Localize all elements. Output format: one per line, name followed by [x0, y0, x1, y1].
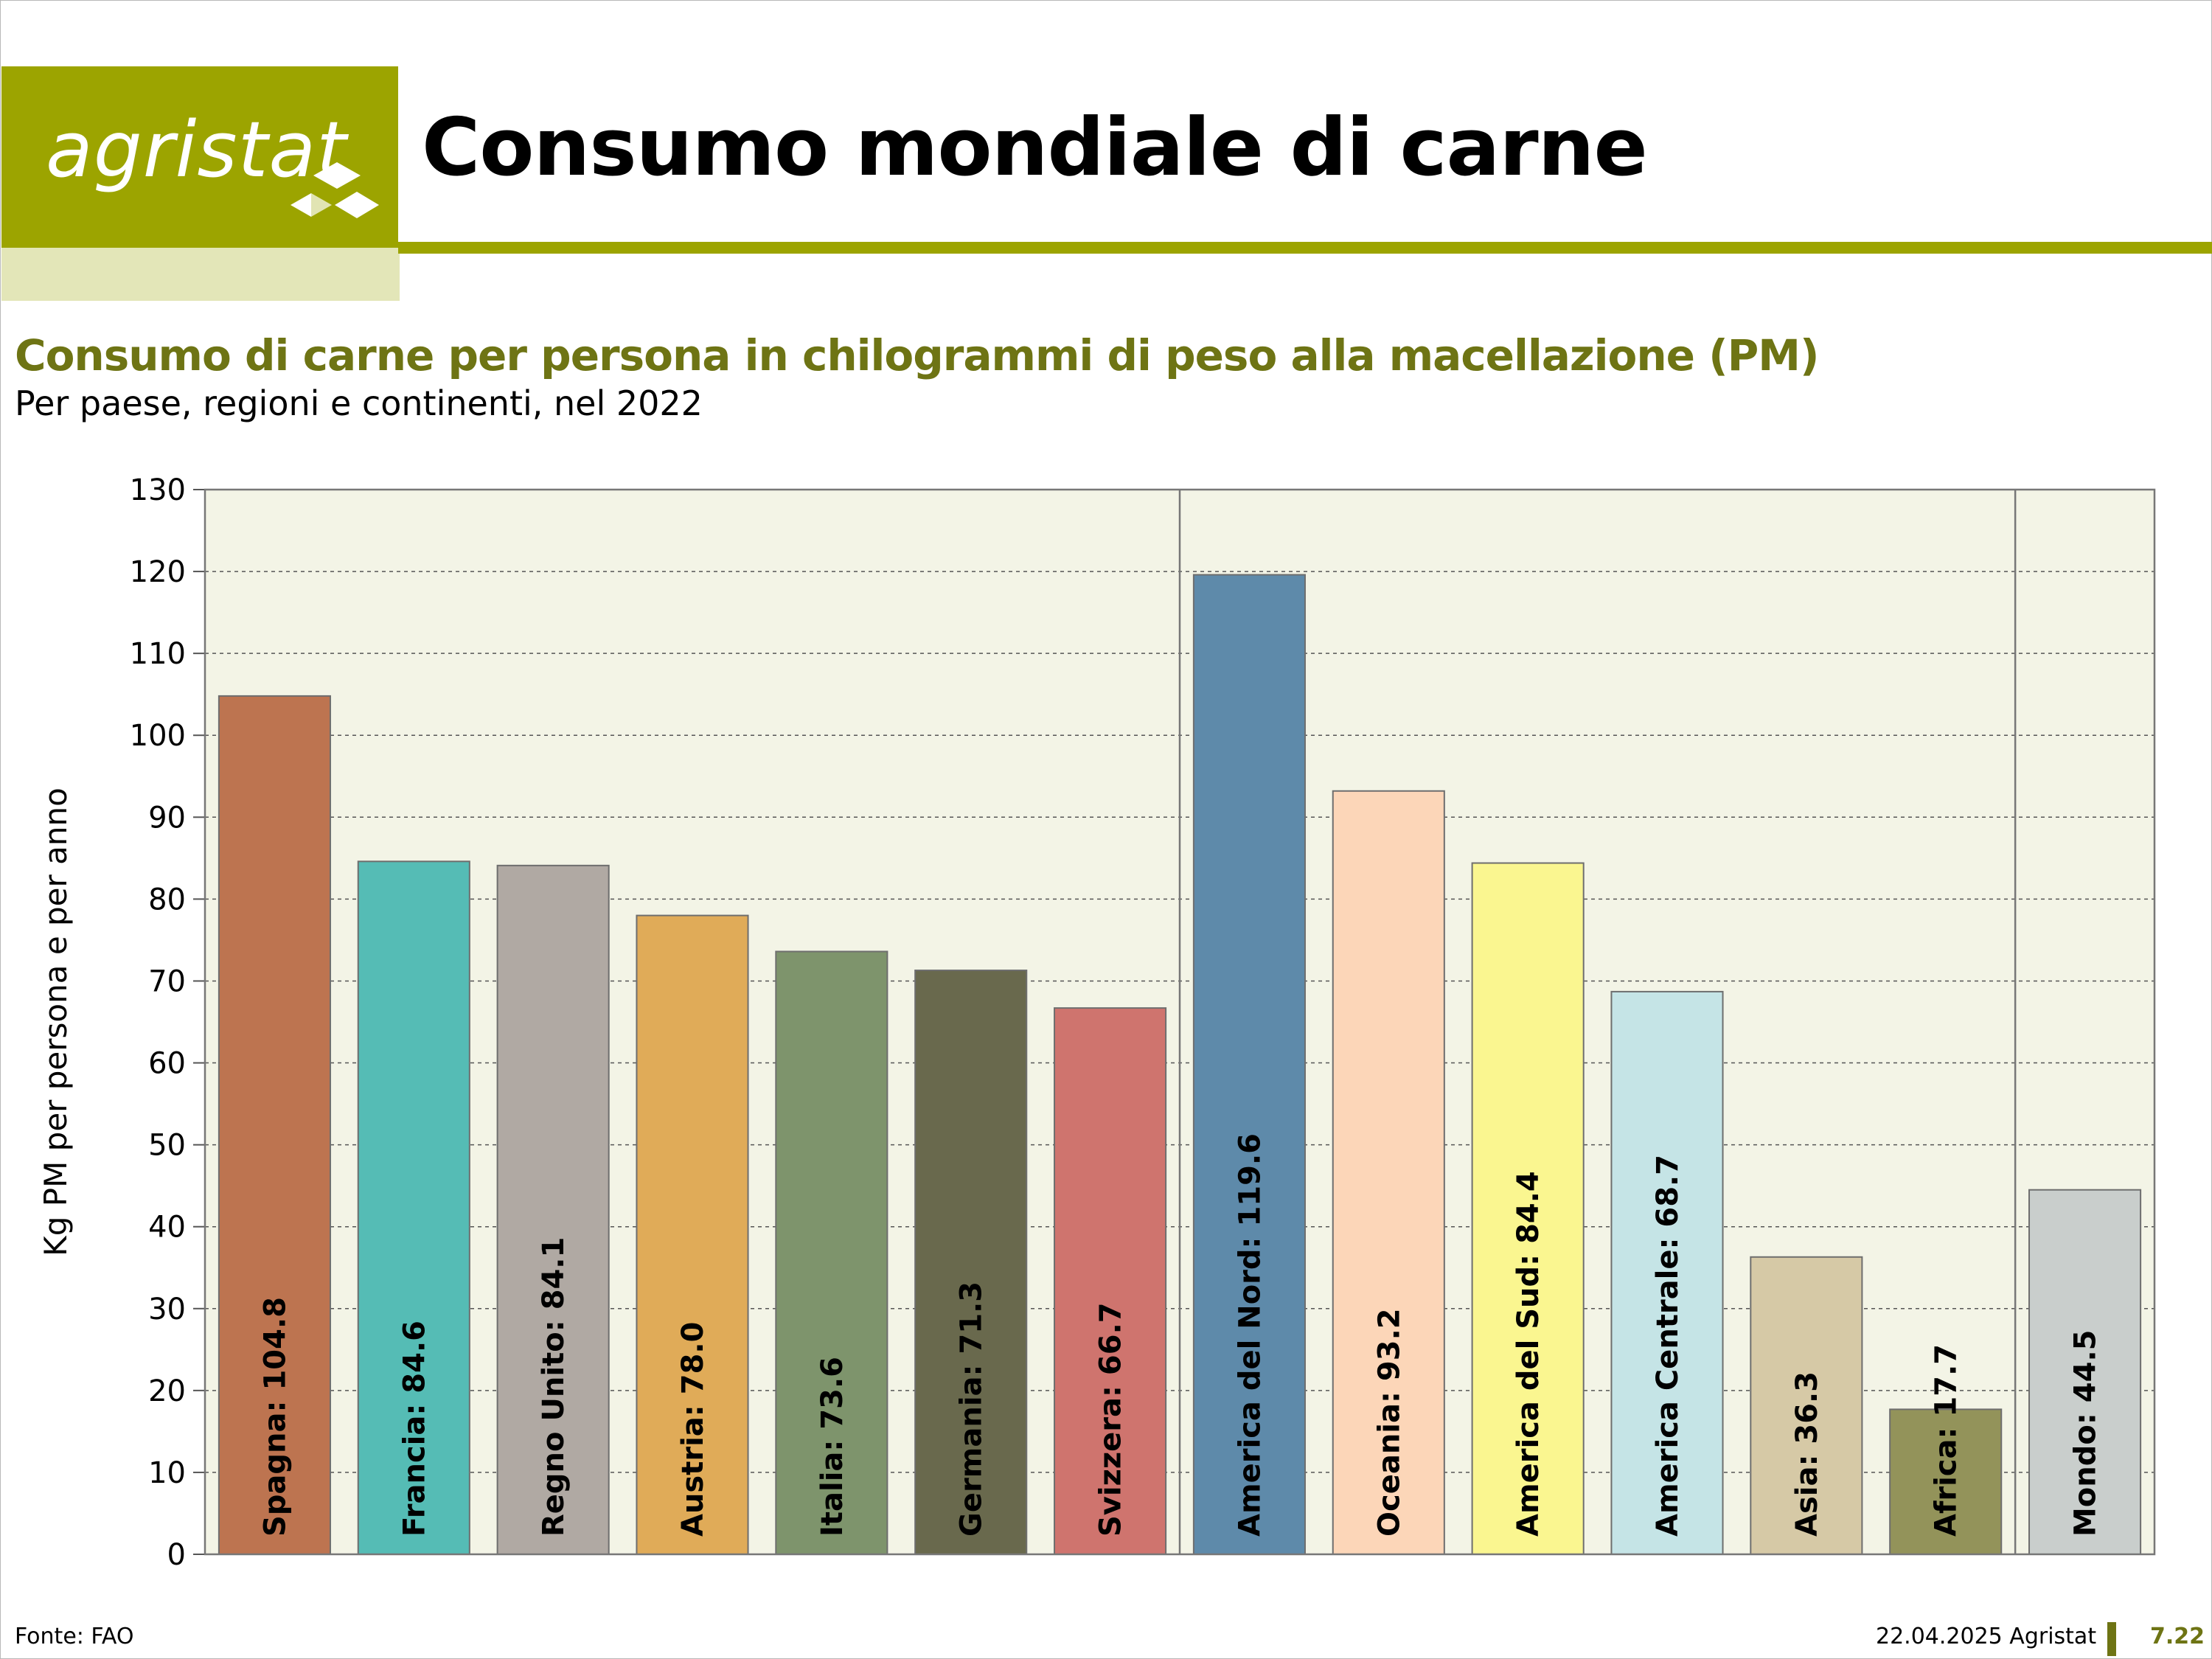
bar-data-label: Oceania: 93.2 [1372, 1308, 1406, 1537]
footer-date: 22.04.2025 Agristat [1876, 1624, 2097, 1649]
bar [2028, 1189, 2142, 1555]
chart-subtitle: Per paese, regioni e continenti, nel 202… [15, 383, 703, 423]
logo-strip [1, 248, 400, 301]
y-tick-label: 80 [148, 883, 186, 917]
y-tick-label: 70 [148, 964, 186, 998]
y-tick-label: 50 [148, 1129, 186, 1163]
bar-data-label: Africa: 17.7 [1930, 1344, 1964, 1537]
logo-diamond-icon [291, 162, 379, 218]
bar [636, 914, 749, 1555]
footer-page-number: 7.22 [2150, 1624, 2205, 1649]
footer-divider [2107, 1622, 2116, 1656]
bar [1610, 990, 1724, 1555]
y-tick-label: 90 [148, 801, 186, 835]
y-tick-label: 10 [148, 1456, 186, 1490]
bar-data-label: America del Sud: 84.4 [1512, 1171, 1545, 1537]
bar [1750, 1256, 1863, 1555]
plot-border [204, 488, 2156, 1556]
bar [775, 950, 888, 1555]
bar [496, 864, 610, 1555]
bar [1054, 1007, 1167, 1555]
bar [1471, 862, 1585, 1555]
bar-data-label: Germania: 71.3 [955, 1281, 989, 1537]
footer-source: Fonte: FAO [15, 1624, 134, 1649]
bar-data-label: Svizzera: 66.7 [1094, 1302, 1128, 1537]
bar-data-label: America del Nord: 119.6 [1233, 1133, 1267, 1537]
header-rule [398, 242, 2212, 254]
bar-data-label: America Centrale: 68.7 [1651, 1155, 1685, 1537]
bar-data-label: Asia: 36.3 [1790, 1371, 1824, 1537]
bar-data-label: Spagna: 104.8 [258, 1297, 292, 1537]
chart-title: Consumo di carne per persona in chilogra… [15, 330, 1819, 380]
y-tick-label: 20 [148, 1374, 186, 1408]
y-tick-label: 40 [148, 1211, 186, 1245]
bar-data-label: Italia: 73.6 [815, 1357, 849, 1537]
bar [914, 970, 1028, 1555]
y-tick-label: 120 [130, 555, 186, 589]
logo-text: agristat [46, 105, 347, 195]
y-tick-label: 110 [130, 637, 186, 671]
page-title: Consumo mondiale di carne [422, 102, 1648, 194]
bar [357, 860, 470, 1555]
bar-chart: 0 10 20 30 40 50 60 70 80 90 100 110 120 130 Spagna: 1… [38, 473, 2156, 1572]
bar [218, 695, 331, 1556]
logo: agristat [1, 66, 398, 248]
y-tick-label: 60 [148, 1047, 186, 1081]
bar-data-label: Austria: 78.0 [676, 1322, 710, 1537]
bar [1889, 1408, 2003, 1555]
bar-data-label: Francia: 84.6 [397, 1321, 431, 1537]
bar-data-label: Regno Unito: 84.1 [537, 1237, 571, 1537]
y-tick-label: 30 [148, 1293, 186, 1326]
y-tick-label: 130 [130, 473, 186, 507]
y-axis-label: Kg PM per persona e per anno [38, 787, 74, 1256]
y-tick-label: 0 [167, 1538, 186, 1572]
bar [1332, 790, 1445, 1556]
bar-data-label: Mondo: 44.5 [2069, 1330, 2103, 1537]
y-tick-label: 100 [130, 719, 186, 753]
bar [1192, 574, 1306, 1555]
